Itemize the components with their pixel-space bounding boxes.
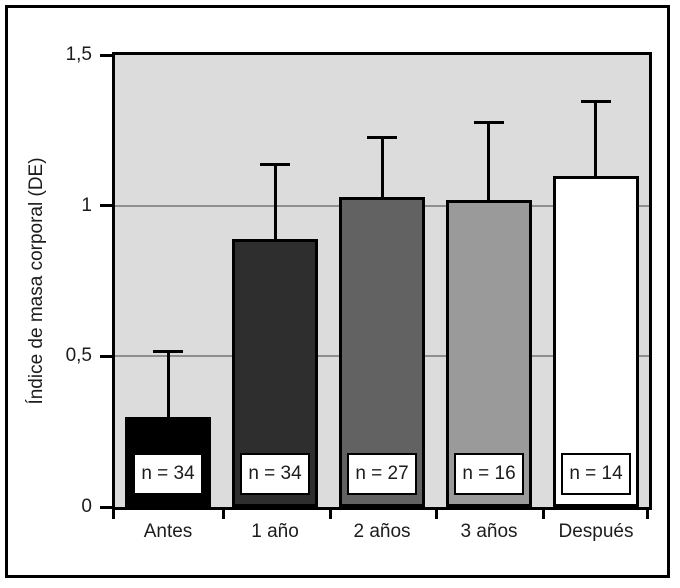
x-axis-boundary-tick-5	[646, 507, 649, 519]
error-bar-line-5	[594, 100, 597, 178]
bar-n-label-box-2: n = 34	[240, 453, 310, 495]
error-bar-line-1	[167, 350, 170, 419]
y-tick-label-1: 1	[81, 195, 92, 216]
x-axis-boundary-tick-1	[222, 507, 225, 519]
x-axis-boundary-tick-2	[329, 507, 332, 519]
error-bar-cap-3	[367, 136, 397, 139]
y-tick-0	[100, 506, 112, 509]
bar-5	[553, 176, 639, 507]
y-tick-1,5	[100, 54, 112, 57]
error-bar-cap-2	[260, 163, 290, 166]
x-tick-label-5: Después	[558, 521, 634, 542]
error-bar-cap-4	[474, 121, 504, 124]
y-tick-label-1,5: 1,5	[65, 44, 92, 65]
bar-n-label-box-3: n = 27	[347, 453, 417, 495]
error-bar-line-3	[381, 136, 384, 199]
error-bar-cap-5	[581, 100, 611, 103]
error-bar-line-2	[274, 163, 277, 241]
error-bar-line-4	[487, 121, 490, 202]
x-tick-label-2: 1 año	[251, 521, 299, 542]
bar-n-label-text-5: n = 14	[569, 463, 623, 484]
bar-n-label-text-2: n = 34	[248, 463, 302, 484]
x-tick-label-3: 2 años	[353, 521, 411, 542]
x-axis-boundary-tick-4	[542, 507, 545, 519]
y-tick-label-0: 0	[81, 496, 92, 517]
bar-n-label-text-4: n = 16	[462, 463, 516, 484]
bar-n-label-text-1: n = 34	[141, 463, 195, 484]
bar-n-label-text-3: n = 27	[355, 463, 409, 484]
plot-area: n = 34 n = 34 n = 27 n = 16 n = 14	[112, 52, 652, 510]
y-tick-0,5	[100, 355, 112, 358]
bar-n-label-box-1: n = 34	[133, 453, 203, 495]
bar-n-label-box-4: n = 16	[454, 453, 524, 495]
x-tick-label-1: Antes	[143, 521, 193, 542]
x-axis-boundary-tick-0	[112, 507, 115, 519]
x-axis-boundary-tick-3	[435, 507, 438, 519]
error-bar-cap-1	[153, 350, 183, 353]
bar-n-label-box-5: n = 14	[561, 453, 631, 495]
x-tick-label-4: 3 años	[460, 521, 518, 542]
y-tick-label-0,5: 0,5	[65, 345, 92, 366]
y-tick-1	[100, 204, 112, 207]
